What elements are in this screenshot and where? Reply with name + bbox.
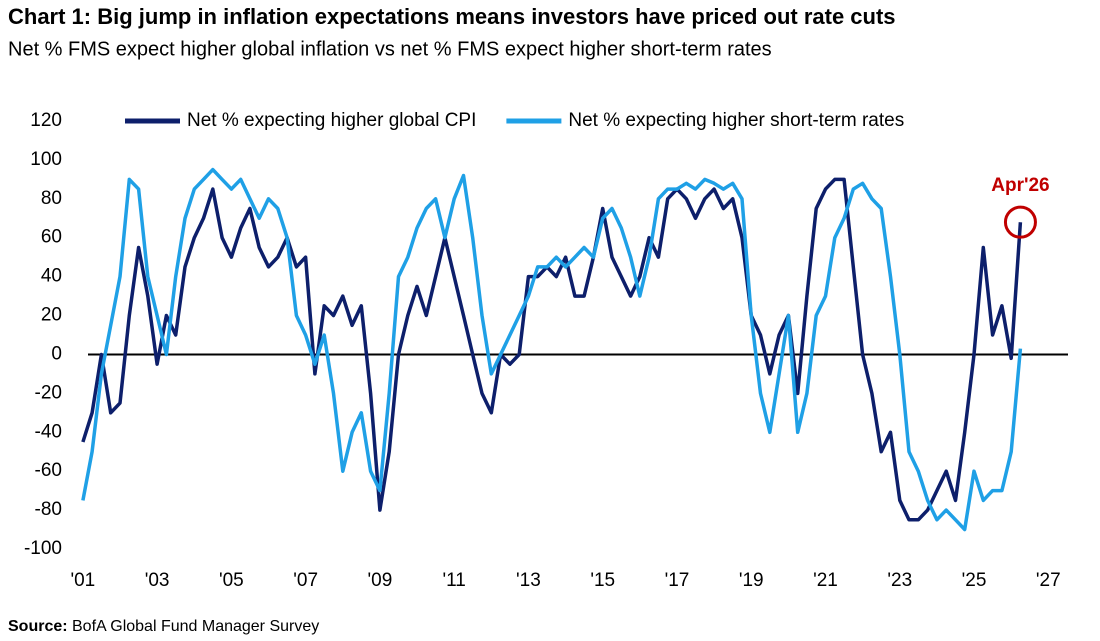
- y-tick-label: 40: [41, 266, 62, 287]
- y-tick-label: 0: [51, 343, 62, 364]
- y-tick-label: -100: [24, 538, 62, 559]
- y-tick-label: 120: [30, 110, 62, 131]
- series-line: [81, 167, 1023, 532]
- x-tick-label: '19: [739, 570, 764, 591]
- x-tick-label: '05: [219, 570, 244, 591]
- series-line: [81, 177, 1023, 522]
- y-tick-label: -40: [35, 421, 62, 442]
- x-tick-label: '23: [887, 570, 912, 591]
- source: BofA Global Fund Manager Survey: [72, 618, 319, 635]
- x-tick-label: '25: [962, 570, 987, 591]
- y-tick-label: -80: [35, 499, 62, 520]
- x-tick-label: '03: [145, 570, 170, 591]
- x-tick-label: '13: [516, 570, 541, 591]
- chart-title: Chart 1: Big jump in inflation expectati…: [8, 4, 896, 29]
- annotation: Apr'26: [991, 175, 1049, 196]
- source-label: Source:: [8, 618, 68, 635]
- x-tick-label: '27: [1036, 570, 1061, 591]
- y-tick-label: 100: [30, 149, 62, 170]
- chart-subtitle: Net % FMS expect higher global inflation…: [8, 38, 772, 60]
- y-tick-label: 20: [41, 305, 62, 326]
- x-tick-label: '01: [70, 570, 95, 591]
- x-tick-label: '11: [442, 570, 465, 591]
- x-tick-label: '15: [590, 570, 615, 591]
- x-tick-label: '17: [665, 570, 690, 591]
- legend-label: Net % expecting higher global CPI: [187, 110, 476, 131]
- x-tick-label: '09: [368, 570, 393, 591]
- x-tick-label: '21: [813, 570, 838, 591]
- y-tick-label: 80: [41, 188, 62, 209]
- x-tick-label: '07: [293, 570, 318, 591]
- annotation-circle: [1003, 205, 1037, 239]
- y-tick-label: 60: [41, 227, 62, 248]
- y-tick-label: -20: [35, 382, 62, 403]
- legend-label: Net % expecting higher short-term rates: [568, 110, 904, 131]
- y-tick-label: -60: [35, 460, 62, 481]
